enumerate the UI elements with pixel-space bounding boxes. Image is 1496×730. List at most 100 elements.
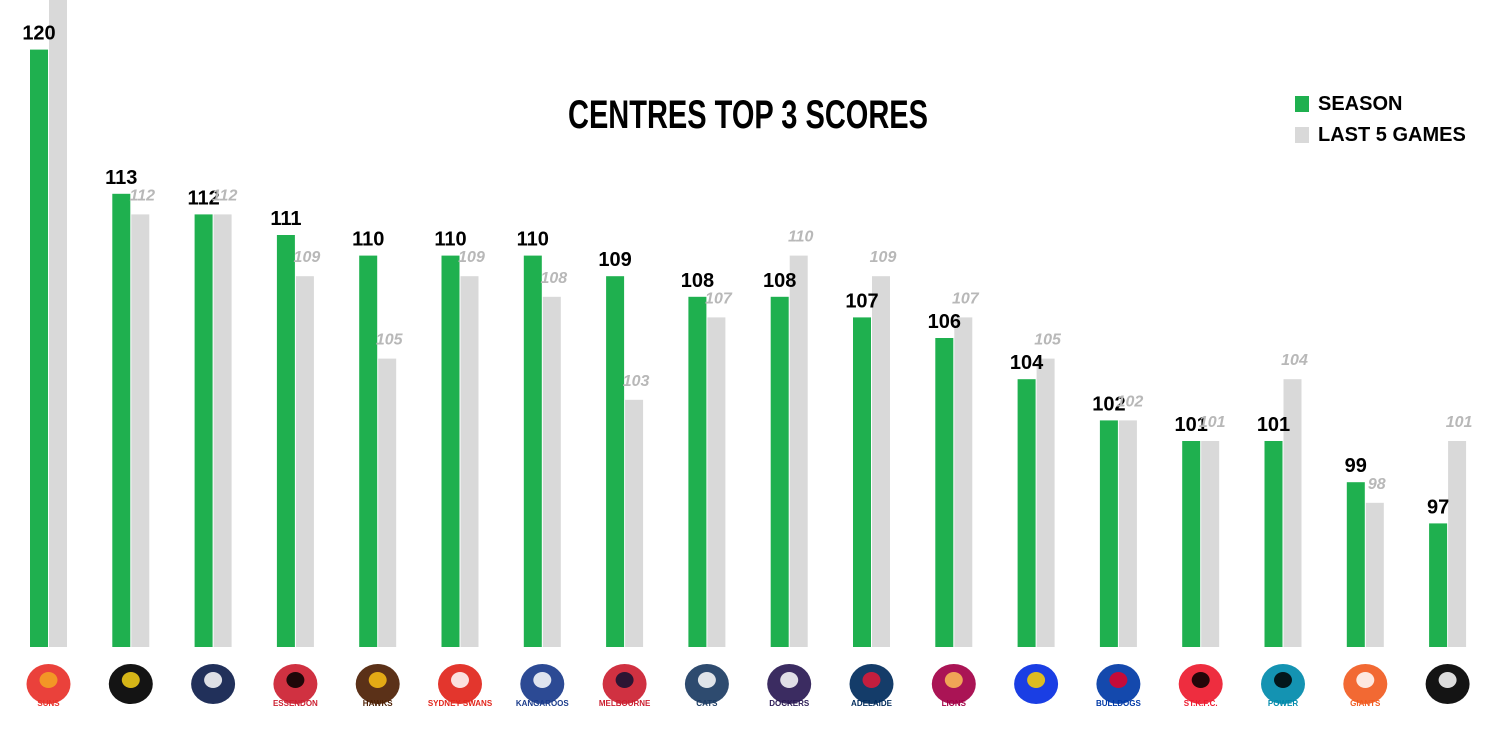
power-icon bbox=[1261, 664, 1305, 704]
legend-swatch-season bbox=[1295, 96, 1309, 112]
logo-label-13: BULLDOGS bbox=[1096, 699, 1142, 708]
label-last5-14: 101 bbox=[1199, 414, 1226, 431]
label-season-8: 108 bbox=[681, 270, 714, 292]
lion-icon bbox=[931, 664, 976, 704]
label-season-7: 109 bbox=[598, 249, 631, 271]
label-season-10: 107 bbox=[845, 290, 878, 312]
label-season-13: 102 bbox=[1092, 393, 1125, 415]
label-last5-12: 105 bbox=[1034, 332, 1062, 349]
bar-last5-16 bbox=[1365, 502, 1384, 647]
bar-last5-9 bbox=[789, 255, 808, 647]
legend-swatch-last5 bbox=[1295, 127, 1309, 143]
logo-label-16: GIANTS bbox=[1350, 699, 1381, 708]
label-last5-15: 104 bbox=[1281, 352, 1308, 369]
label-season-3: 111 bbox=[270, 208, 301, 230]
label-last5-5: 109 bbox=[458, 249, 485, 266]
logo-label-6: KANGAROOS bbox=[516, 699, 570, 708]
demon-icon bbox=[602, 664, 647, 704]
giants-g-icon bbox=[1343, 664, 1388, 704]
label-last5-7: 103 bbox=[623, 373, 650, 390]
label-last5-16: 98 bbox=[1368, 476, 1386, 493]
legend: SEASON LAST 5 GAMES bbox=[1295, 93, 1466, 146]
bar-last5-14 bbox=[1201, 441, 1220, 647]
carlton-monogram-icon bbox=[191, 664, 236, 704]
logo-label-3: ESSENDON bbox=[273, 699, 318, 708]
swan-icon bbox=[438, 664, 482, 704]
logo-label-4: HAWKS bbox=[363, 699, 393, 708]
bar-season-16 bbox=[1346, 482, 1365, 647]
bulldog-icon bbox=[1096, 664, 1141, 704]
label-season-14: 101 bbox=[1175, 414, 1208, 436]
bar-last5-11 bbox=[954, 317, 973, 647]
bar-season-17 bbox=[1429, 523, 1448, 647]
bar-season-13 bbox=[1099, 420, 1118, 647]
bar-season-11 bbox=[935, 338, 954, 647]
magpie-icon bbox=[1425, 664, 1470, 704]
label-last5-9: 110 bbox=[788, 229, 814, 246]
tiger-icon bbox=[108, 664, 153, 704]
label-season-11: 106 bbox=[928, 311, 961, 333]
bar-season-5 bbox=[441, 255, 460, 647]
saints-cross-icon bbox=[1178, 664, 1223, 704]
logo-label-0: SUNS bbox=[37, 699, 60, 708]
label-last5-2: 112 bbox=[212, 187, 238, 204]
bar-season-15 bbox=[1264, 441, 1283, 647]
bar-last5-4 bbox=[378, 358, 397, 647]
bar-season-4 bbox=[359, 255, 378, 647]
logo-label-5: SYDNEY SWANS bbox=[428, 699, 493, 708]
data-labels-group: 1201261131121121121111091101051101091101… bbox=[22, 23, 1472, 519]
anchor-icon bbox=[767, 664, 812, 704]
legend-label-last5: LAST 5 GAMES bbox=[1318, 124, 1466, 146]
bar-last5-5 bbox=[460, 276, 479, 647]
label-season-0: 120 bbox=[22, 23, 55, 45]
label-season-17: 97 bbox=[1427, 496, 1449, 518]
label-season-12: 104 bbox=[1010, 352, 1044, 374]
legend-label-season: SEASON bbox=[1318, 93, 1402, 115]
bar-last5-10 bbox=[872, 276, 890, 647]
sun-icon bbox=[26, 664, 71, 704]
label-last5-3: 109 bbox=[294, 249, 321, 266]
bar-season-9 bbox=[770, 296, 789, 647]
logo-label-7: MELBOURNE bbox=[599, 699, 651, 708]
label-season-16: 99 bbox=[1345, 455, 1367, 477]
label-last5-10: 109 bbox=[870, 249, 897, 266]
bar-last5-1 bbox=[131, 214, 150, 647]
logo-label-8: CATS bbox=[696, 699, 718, 708]
bar-season-6 bbox=[523, 255, 542, 647]
bar-last5-2 bbox=[213, 214, 232, 647]
bar-last5-15 bbox=[1283, 379, 1302, 647]
label-season-2: 112 bbox=[187, 187, 219, 209]
bar-last5-7 bbox=[625, 399, 644, 647]
label-last5-4: 105 bbox=[376, 332, 404, 349]
hawk-icon bbox=[355, 664, 400, 704]
label-season-4: 110 bbox=[352, 229, 384, 251]
label-last5-6: 108 bbox=[540, 270, 567, 287]
logo-label-10: ADELAIDE bbox=[851, 699, 893, 708]
bar-last5-12 bbox=[1036, 358, 1055, 647]
label-season-9: 108 bbox=[763, 270, 796, 292]
bar-season-7 bbox=[606, 276, 625, 647]
label-last5-11: 107 bbox=[952, 290, 980, 307]
team-logos-group: SUNS ESSENDON HAWKS SYDNEY SWANS KANGAROOS ME… bbox=[26, 664, 1470, 708]
logo-label-11: LIONS bbox=[942, 699, 967, 708]
bar-season-14 bbox=[1182, 441, 1201, 647]
bar-season-10 bbox=[853, 317, 871, 647]
kangaroo-icon bbox=[520, 664, 565, 704]
bar-season-8 bbox=[688, 296, 707, 647]
eagle-icon bbox=[1014, 664, 1059, 704]
label-season-1: 113 bbox=[105, 167, 137, 189]
label-last5-8: 107 bbox=[705, 290, 733, 307]
bars-group bbox=[30, 0, 1467, 648]
label-season-15: 101 bbox=[1257, 414, 1290, 436]
logo-label-15: POWER bbox=[1268, 699, 1298, 708]
logo-label-9: DOCKERS bbox=[769, 699, 810, 708]
cat-icon bbox=[684, 664, 729, 704]
logo-label-14: ST.K.F.C. bbox=[1184, 699, 1218, 708]
bar-last5-8 bbox=[707, 317, 726, 647]
bar-last5-6 bbox=[542, 296, 561, 647]
bar-last5-3 bbox=[295, 276, 314, 647]
bar-season-12 bbox=[1017, 379, 1036, 647]
label-season-6: 110 bbox=[517, 229, 549, 251]
bar-last5-17 bbox=[1448, 441, 1467, 647]
